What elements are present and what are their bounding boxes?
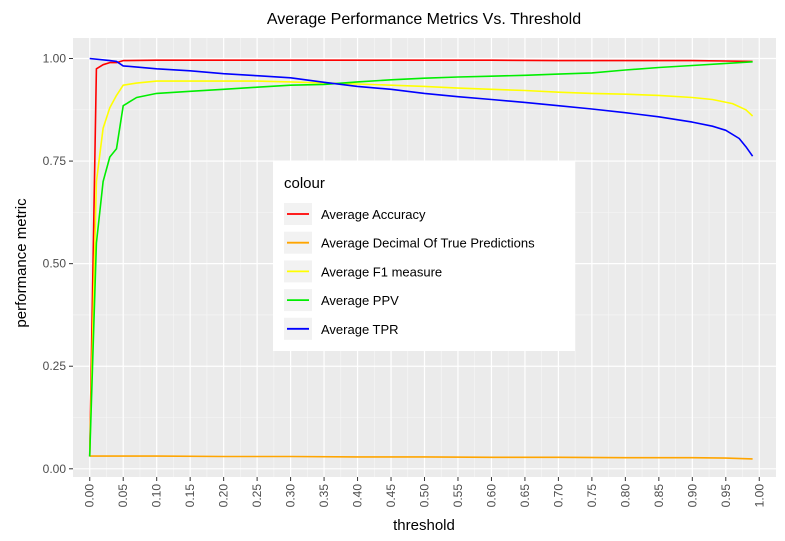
x-axis-title: threshold bbox=[393, 517, 455, 534]
legend: colour Average Accuracy Average Decimal O… bbox=[273, 161, 575, 351]
legend-label: Average Decimal Of True Predictions bbox=[321, 236, 535, 251]
legend-label: Average PPV bbox=[321, 293, 399, 308]
x-tick-label: 1.00 bbox=[752, 484, 766, 508]
x-tick-label: 0.10 bbox=[150, 484, 164, 508]
x-tick-label: 0.65 bbox=[518, 484, 532, 508]
legend-label: Average Accuracy bbox=[321, 207, 426, 222]
x-tick-label: 0.00 bbox=[83, 484, 97, 508]
x-tick-label: 0.05 bbox=[116, 484, 130, 508]
y-tick-label: 1.00 bbox=[43, 52, 67, 66]
y-tick-label: 0.00 bbox=[43, 462, 67, 476]
series-line-0 bbox=[88, 59, 753, 457]
legend-label: Average TPR bbox=[321, 322, 399, 337]
x-tick-label: 0.90 bbox=[685, 484, 699, 508]
series-line-2 bbox=[88, 80, 754, 457]
y-tick-label: 0.50 bbox=[43, 257, 67, 271]
legend-box bbox=[273, 161, 575, 351]
x-tick-label: 0.80 bbox=[618, 484, 632, 508]
x-axis: 0.00 0.05 0.10 0.15 0.20 0.25 0.30 0.35 0.40 0.45… bbox=[83, 477, 766, 508]
chart-title: Average Performance Metrics Vs. Threshol… bbox=[267, 11, 581, 28]
x-tick-label: 0.35 bbox=[317, 484, 331, 508]
x-tick-label: 0.30 bbox=[284, 484, 298, 508]
x-tick-label: 0.25 bbox=[250, 484, 264, 508]
series-lines bbox=[88, 57, 754, 460]
x-tick-label: 0.70 bbox=[551, 484, 565, 508]
legend-title: colour bbox=[284, 175, 325, 192]
y-axis: 0.00 0.25 0.50 0.75 1.00 bbox=[43, 52, 73, 476]
x-tick-label: 0.85 bbox=[652, 484, 666, 508]
x-tick-label: 0.55 bbox=[451, 484, 465, 508]
series-line-3 bbox=[88, 61, 753, 457]
series-line-1 bbox=[89, 455, 753, 460]
x-tick-label: 0.60 bbox=[484, 484, 498, 508]
legend-label: Average F1 measure bbox=[321, 264, 442, 279]
series-line-4 bbox=[89, 57, 754, 157]
x-tick-label: 0.45 bbox=[384, 484, 398, 508]
x-tick-label: 0.15 bbox=[183, 484, 197, 508]
x-tick-label: 0.95 bbox=[719, 484, 733, 508]
y-tick-label: 0.25 bbox=[43, 359, 67, 373]
x-tick-label: 0.40 bbox=[351, 484, 365, 508]
y-axis-title: performance metric bbox=[13, 198, 30, 328]
x-tick-label: 0.50 bbox=[418, 484, 432, 508]
x-tick-label: 0.75 bbox=[585, 484, 599, 508]
y-tick-label: 0.75 bbox=[43, 154, 67, 168]
x-tick-label: 0.20 bbox=[217, 484, 231, 508]
